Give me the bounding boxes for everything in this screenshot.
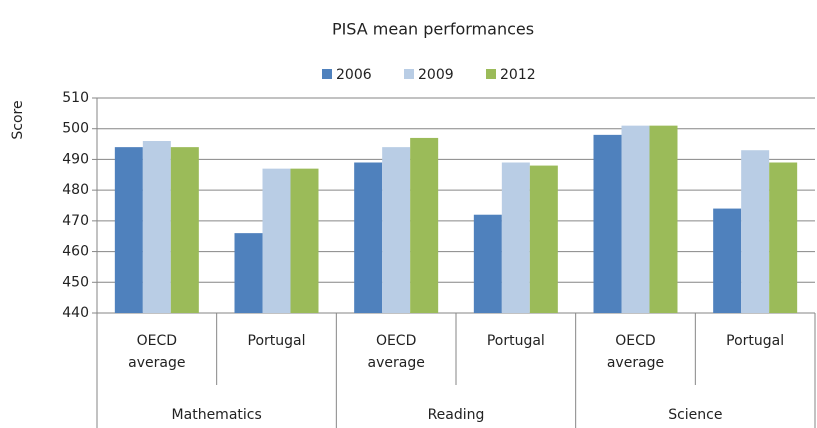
- bar: [354, 162, 383, 313]
- bar: [382, 147, 411, 313]
- y-tick-label: 470: [62, 213, 89, 229]
- bar: [142, 141, 171, 313]
- legend-label: 2012: [500, 67, 536, 83]
- legend-label: 2006: [336, 67, 372, 83]
- x-tick-label: OECD average: [128, 333, 186, 371]
- bar: [621, 125, 650, 314]
- y-tick-label: 500: [62, 121, 89, 137]
- bar: [114, 147, 143, 313]
- bar: [234, 233, 263, 313]
- x-tick-label: Portugal: [486, 333, 545, 349]
- chart-title: PISA mean performances: [332, 20, 534, 39]
- legend-swatch: [404, 69, 414, 79]
- bar: [649, 125, 678, 314]
- y-axis-label: Score: [10, 100, 26, 139]
- bar: [290, 168, 319, 313]
- group-label: Science: [668, 407, 722, 423]
- bar: [593, 134, 622, 313]
- legend-label: 2009: [418, 67, 454, 83]
- y-tick-label: 440: [62, 305, 89, 321]
- bar: [473, 214, 502, 313]
- legend-swatch: [322, 69, 332, 79]
- group-label: Reading: [428, 407, 485, 423]
- y-tick-label: 450: [62, 274, 89, 290]
- y-tick-label: 510: [62, 90, 89, 106]
- legend-swatch: [486, 69, 496, 79]
- x-tick-label: Portugal: [247, 333, 306, 349]
- bar: [769, 162, 798, 313]
- bar: [262, 168, 291, 313]
- x-tick-label: Portugal: [726, 333, 785, 349]
- bar: [713, 208, 742, 313]
- x-tick-label: OECD average: [606, 333, 665, 371]
- y-tick-label: 480: [62, 182, 89, 198]
- bar: [741, 150, 770, 313]
- y-tick-label: 490: [62, 151, 89, 167]
- y-tick-label: 460: [62, 244, 89, 260]
- bar: [529, 165, 558, 313]
- x-tick-label: OECD average: [367, 333, 425, 371]
- bar: [410, 137, 439, 313]
- bar: [170, 147, 199, 313]
- bar: [501, 162, 530, 313]
- group-label: Mathematics: [172, 407, 262, 423]
